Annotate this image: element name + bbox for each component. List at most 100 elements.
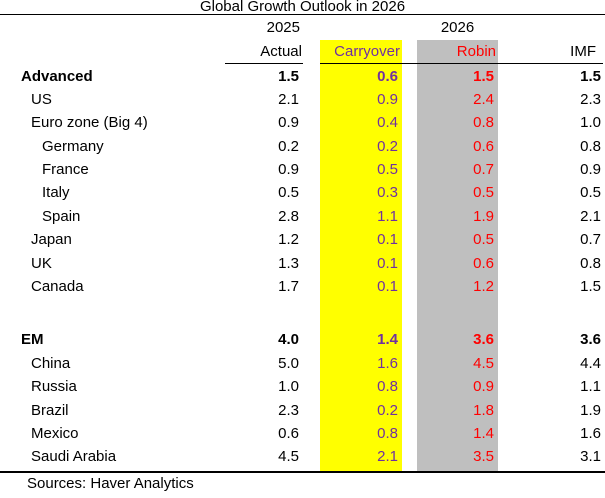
page-title: Global Growth Outlook in 2026: [199, 0, 406, 15]
imf-value: 0.8: [580, 254, 601, 272]
imf-value: 1.5: [580, 67, 601, 85]
imf-value: 1.9: [580, 401, 601, 419]
table-row: US 2.1 0.9 2.4 2.3: [0, 88, 605, 111]
imf-value: 2.1: [580, 207, 601, 225]
table-row: Canada 1.7 0.1 1.2 1.5: [0, 275, 605, 298]
carryover-value: 1.6: [377, 354, 398, 372]
row-label: France: [42, 161, 89, 179]
robin-value: 0.9: [473, 378, 494, 396]
carryover-value: 0.1: [377, 254, 398, 272]
carryover-value: 0.2: [377, 137, 398, 155]
actual-value: 1.7: [278, 278, 299, 296]
carryover-value: 0.8: [377, 424, 398, 442]
carryover-value: 2.1: [377, 448, 398, 466]
robin-value: 1.5: [473, 67, 494, 85]
year-header-2025: 2025: [266, 19, 300, 36]
actual-value: 2.8: [278, 207, 299, 225]
carryover-value: 0.6: [377, 67, 398, 85]
imf-value: 0.8: [580, 137, 601, 155]
robin-value: 1.9: [473, 207, 494, 225]
row-label: Canada: [31, 278, 84, 296]
imf-value: 0.5: [580, 184, 601, 202]
row-label: China: [31, 354, 71, 372]
imf-value: 3.1: [580, 448, 601, 466]
robin-value: 0.5: [473, 231, 494, 249]
actual-value: 0.9: [278, 161, 299, 179]
column-header-carryover: Carryover: [334, 43, 400, 60]
carryover-highlight-band: [320, 40, 402, 471]
carryover-value: 0.3: [377, 184, 398, 202]
robin-value: 0.5: [473, 184, 494, 202]
actual-value: 2.3: [278, 401, 299, 419]
row-label: EM: [21, 331, 44, 349]
robin-value: 0.7: [473, 161, 494, 179]
actual-value: 4.0: [278, 331, 299, 349]
robin-value: 3.6: [473, 331, 494, 349]
row-label: Italy: [42, 184, 70, 202]
title-divider: [0, 13, 605, 16]
row-label: US: [31, 90, 52, 108]
carryover-value: 1.4: [377, 331, 398, 349]
column-header-robin: Robin: [456, 43, 496, 60]
imf-value: 1.5: [580, 278, 601, 296]
robin-value: 2.4: [473, 90, 494, 108]
imf-value: 4.4: [580, 354, 601, 372]
robin-value: 0.6: [473, 137, 494, 155]
row-label: Japan: [31, 231, 72, 249]
table-row: Spain 2.8 1.1 1.9 2.1: [0, 205, 605, 228]
carryover-value: 0.8: [377, 378, 398, 396]
actual-value: 1.5: [278, 67, 299, 85]
row-label: UK: [31, 254, 52, 272]
sources-note: Sources: Haver Analytics: [27, 475, 194, 492]
row-label: Advanced: [21, 67, 93, 85]
table-row: China 5.0 1.6 4.5 4.4: [0, 352, 605, 375]
row-label: Euro zone (Big 4): [31, 114, 148, 132]
actual-value: 1.0: [278, 378, 299, 396]
carryover-value: 0.1: [377, 278, 398, 296]
actual-value: 4.5: [278, 448, 299, 466]
actual-value: 2.1: [278, 90, 299, 108]
table-row: UK 1.3 0.1 0.6 0.8: [0, 252, 605, 275]
table-row: Euro zone (Big 4) 0.9 0.4 0.8 1.0: [0, 111, 605, 134]
row-label: Brazil: [31, 401, 69, 419]
robin-value: 1.4: [473, 424, 494, 442]
imf-value: 0.9: [580, 161, 601, 179]
table-row: France 0.9 0.5 0.7 0.9: [0, 158, 605, 181]
actual-value: 0.5: [278, 184, 299, 202]
actual-value: 0.2: [278, 137, 299, 155]
row-label: Saudi Arabia: [31, 448, 117, 466]
actual-value: 1.2: [278, 231, 299, 249]
imf-value: 1.1: [580, 378, 601, 396]
carryover-value: 0.2: [377, 401, 398, 419]
table-body: Advanced 1.5 0.6 1.5 1.5 US 2.1 0.9 2.4 2.3 Euro z…: [0, 65, 605, 469]
robin-value: 1.2: [473, 278, 494, 296]
table-bottom-divider: [0, 471, 605, 473]
table-row: Mexico 0.6 0.8 1.4 1.6: [0, 422, 605, 445]
row-label: Russia: [31, 378, 77, 396]
column-header-imf: IMF: [570, 43, 596, 60]
carryover-value: 0.1: [377, 231, 398, 249]
table-row: Japan 1.2 0.1 0.5 0.7: [0, 228, 605, 251]
imf-value: 1.6: [580, 424, 601, 442]
table-row: Italy 0.5 0.3 0.5 0.5: [0, 181, 605, 204]
robin-highlight-band: [417, 40, 498, 471]
table-row: Germany 0.2 0.2 0.6 0.8: [0, 135, 605, 158]
row-label: Mexico: [31, 424, 79, 442]
imf-value: 0.7: [580, 231, 601, 249]
table-row: Advanced 1.5 0.6 1.5 1.5: [0, 65, 605, 88]
table-row: Brazil 2.3 0.2 1.8 1.9: [0, 399, 605, 422]
header-divider-left: [225, 62, 303, 64]
robin-value: 3.5: [473, 448, 494, 466]
actual-value: 5.0: [278, 354, 299, 372]
blank-row: [0, 298, 605, 328]
header-divider-right: [320, 62, 603, 64]
carryover-value: 0.4: [377, 114, 398, 132]
row-label: Spain: [42, 207, 81, 225]
robin-value: 1.8: [473, 401, 494, 419]
robin-value: 4.5: [473, 354, 494, 372]
robin-value: 0.6: [473, 254, 494, 272]
table-row: Russia 1.0 0.8 0.9 1.1: [0, 375, 605, 398]
carryover-value: 0.9: [377, 90, 398, 108]
row-label: Germany: [42, 137, 104, 155]
